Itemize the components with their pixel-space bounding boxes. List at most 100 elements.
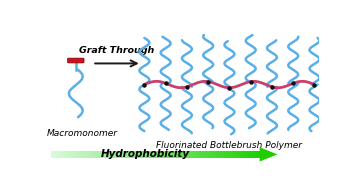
Bar: [79, 151, 81, 158]
Bar: [135, 151, 137, 158]
Bar: [95, 151, 97, 158]
Bar: [205, 151, 207, 158]
Bar: [236, 151, 239, 158]
Bar: [229, 151, 232, 158]
Bar: [97, 151, 99, 158]
Bar: [257, 151, 259, 158]
Bar: [51, 151, 53, 158]
Bar: [242, 151, 244, 158]
Text: Graft Through: Graft Through: [79, 46, 155, 55]
Bar: [109, 151, 111, 158]
Bar: [70, 151, 72, 158]
Bar: [156, 151, 158, 158]
Bar: [81, 151, 83, 158]
Bar: [84, 151, 86, 158]
Bar: [172, 151, 174, 158]
Bar: [184, 151, 186, 158]
Bar: [154, 151, 156, 158]
Bar: [147, 151, 149, 158]
Bar: [195, 151, 196, 158]
Bar: [74, 151, 76, 158]
Bar: [142, 151, 144, 158]
Bar: [128, 151, 130, 158]
Bar: [126, 151, 129, 158]
Bar: [181, 151, 183, 158]
Bar: [207, 151, 209, 158]
Bar: [226, 151, 228, 158]
Bar: [193, 151, 195, 158]
Bar: [168, 151, 170, 158]
Bar: [209, 151, 211, 158]
Bar: [254, 151, 256, 158]
Bar: [153, 151, 155, 158]
Bar: [100, 151, 102, 158]
Bar: [210, 151, 212, 158]
Bar: [259, 151, 261, 158]
Bar: [112, 151, 114, 158]
Bar: [133, 151, 135, 158]
Bar: [223, 151, 224, 158]
Bar: [82, 151, 85, 158]
Bar: [216, 151, 218, 158]
Bar: [245, 151, 247, 158]
Polygon shape: [259, 147, 278, 162]
Bar: [249, 151, 251, 158]
Bar: [151, 151, 153, 158]
Bar: [221, 151, 223, 158]
Bar: [69, 151, 70, 158]
Bar: [160, 151, 161, 158]
Bar: [145, 151, 148, 158]
Bar: [104, 151, 105, 158]
Bar: [105, 151, 107, 158]
Bar: [86, 151, 88, 158]
Bar: [228, 151, 230, 158]
Bar: [244, 151, 246, 158]
Text: Macromonomer: Macromonomer: [47, 129, 118, 138]
Bar: [53, 151, 55, 158]
Bar: [179, 151, 181, 158]
Bar: [188, 151, 189, 158]
Bar: [90, 151, 92, 158]
Bar: [163, 151, 165, 158]
Bar: [91, 151, 93, 158]
Bar: [191, 151, 193, 158]
Bar: [214, 151, 216, 158]
Bar: [149, 151, 151, 158]
Bar: [76, 151, 78, 158]
Bar: [175, 151, 177, 158]
Bar: [102, 151, 104, 158]
Bar: [65, 151, 67, 158]
Bar: [198, 151, 200, 158]
Bar: [137, 151, 139, 158]
Bar: [132, 151, 133, 158]
Bar: [130, 151, 132, 158]
Text: Hydrophobicity: Hydrophobicity: [101, 149, 190, 159]
Bar: [62, 151, 64, 158]
Bar: [231, 151, 233, 158]
Bar: [88, 151, 90, 158]
Bar: [217, 151, 219, 158]
Bar: [60, 151, 62, 158]
Bar: [189, 151, 191, 158]
Bar: [67, 151, 69, 158]
Bar: [212, 151, 214, 158]
Bar: [219, 151, 221, 158]
Bar: [55, 151, 57, 158]
Bar: [177, 151, 179, 158]
Bar: [121, 151, 123, 158]
Bar: [224, 151, 226, 158]
Bar: [170, 151, 172, 158]
Bar: [252, 151, 254, 158]
Bar: [256, 151, 258, 158]
Bar: [119, 151, 121, 158]
Bar: [247, 151, 249, 158]
Bar: [140, 151, 142, 158]
Bar: [203, 151, 205, 158]
Bar: [196, 151, 198, 158]
Bar: [238, 151, 240, 158]
FancyBboxPatch shape: [68, 58, 84, 63]
Bar: [186, 151, 188, 158]
Bar: [144, 151, 146, 158]
Bar: [77, 151, 79, 158]
Bar: [233, 151, 235, 158]
